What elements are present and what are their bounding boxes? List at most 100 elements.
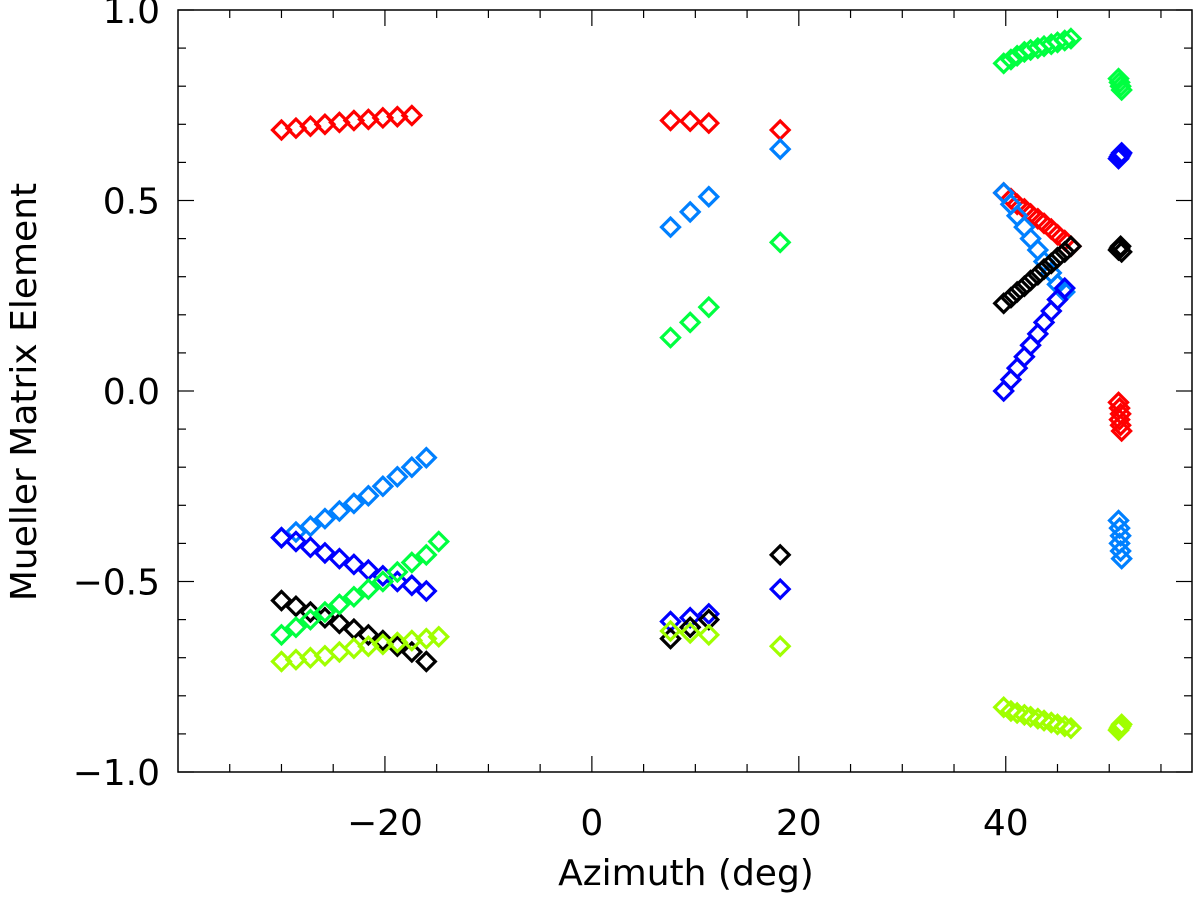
data-point <box>697 111 721 135</box>
data-point <box>386 465 409 488</box>
data-point <box>427 625 451 649</box>
data-point <box>1019 705 1042 729</box>
data-point <box>678 311 702 334</box>
data-point <box>697 608 721 631</box>
data-point <box>386 560 409 584</box>
data-point <box>992 379 1015 403</box>
data-point <box>371 474 395 498</box>
data-point <box>400 574 424 597</box>
data-point <box>284 595 308 618</box>
data-point <box>697 602 721 626</box>
data-point <box>400 455 424 479</box>
data-point <box>992 292 1015 315</box>
data-point <box>270 526 293 549</box>
data-point <box>1109 539 1132 563</box>
data-point <box>1108 516 1131 540</box>
data-point <box>299 514 322 538</box>
data-point <box>328 499 351 523</box>
data-point <box>1046 713 1069 736</box>
data-point <box>371 629 395 652</box>
data-point <box>328 547 351 570</box>
data-point <box>678 621 702 645</box>
data-point <box>678 109 702 133</box>
y-tick-label: −1.0 <box>73 753 160 794</box>
data-point <box>1026 238 1050 262</box>
data-point <box>1053 276 1076 300</box>
data-point <box>1032 311 1056 334</box>
data-point <box>1107 67 1130 90</box>
data-point <box>1005 280 1029 304</box>
data-point <box>1053 715 1076 738</box>
data-point <box>400 551 424 574</box>
data-point <box>299 608 322 631</box>
data-point <box>999 48 1023 71</box>
data-point <box>284 530 308 553</box>
data-point <box>371 570 395 593</box>
data-point <box>342 553 366 576</box>
y-tick-label: −0.5 <box>73 563 160 604</box>
data-point <box>768 231 792 254</box>
data-point <box>768 635 792 658</box>
data-point <box>357 623 380 647</box>
data-points <box>270 27 1133 742</box>
y-tick-label: 1.0 <box>103 0 160 32</box>
data-point <box>299 535 322 559</box>
data-point <box>659 109 682 132</box>
data-point <box>768 137 792 161</box>
data-point <box>1026 707 1050 730</box>
data-point <box>270 623 293 647</box>
data-point <box>415 579 438 603</box>
x-tick-label: 0 <box>580 803 603 844</box>
data-point <box>1040 299 1063 323</box>
data-point <box>1040 711 1063 734</box>
data-point <box>659 619 682 643</box>
data-point <box>313 507 337 530</box>
data-point <box>697 295 721 319</box>
y-tick-label: 0.0 <box>103 372 160 413</box>
data-point <box>400 104 424 127</box>
data-point <box>992 52 1015 75</box>
data-point <box>1109 414 1132 437</box>
data-point <box>1110 713 1133 736</box>
data-point <box>1019 334 1042 357</box>
data-point <box>1059 234 1083 258</box>
data-point <box>1059 716 1083 740</box>
data-point <box>1032 709 1056 732</box>
data-point <box>1110 240 1133 264</box>
data-point <box>659 326 682 349</box>
x-tick-label: −20 <box>347 803 423 844</box>
x-tick-label: 40 <box>983 803 1029 844</box>
data-point <box>1053 29 1076 52</box>
data-point <box>678 200 702 224</box>
data-point <box>1026 263 1050 287</box>
data-point <box>768 118 792 142</box>
data-point <box>1110 78 1133 102</box>
data-point <box>1110 141 1133 165</box>
data-point <box>678 606 702 629</box>
data-point <box>1019 269 1042 292</box>
x-tick-label: 20 <box>776 803 822 844</box>
data-point <box>1108 71 1131 94</box>
data-point <box>1059 27 1083 50</box>
data-point <box>697 623 721 647</box>
data-point <box>342 492 366 515</box>
data-point <box>1026 322 1050 346</box>
data-point <box>999 699 1023 723</box>
data-point <box>270 589 293 612</box>
data-point <box>1046 246 1069 269</box>
data-point <box>357 577 380 601</box>
data-point <box>400 640 424 664</box>
data-point <box>659 215 682 239</box>
data-point <box>1109 74 1132 98</box>
data-point <box>1040 252 1063 275</box>
data-point <box>999 286 1023 309</box>
data-point <box>415 650 438 673</box>
data-point <box>1110 547 1133 570</box>
axis-ticks <box>178 9 1192 773</box>
data-point <box>342 585 366 609</box>
data-point <box>284 615 308 639</box>
y-tick-label: 0.5 <box>103 182 160 223</box>
data-point <box>999 368 1023 391</box>
data-point <box>697 185 721 208</box>
